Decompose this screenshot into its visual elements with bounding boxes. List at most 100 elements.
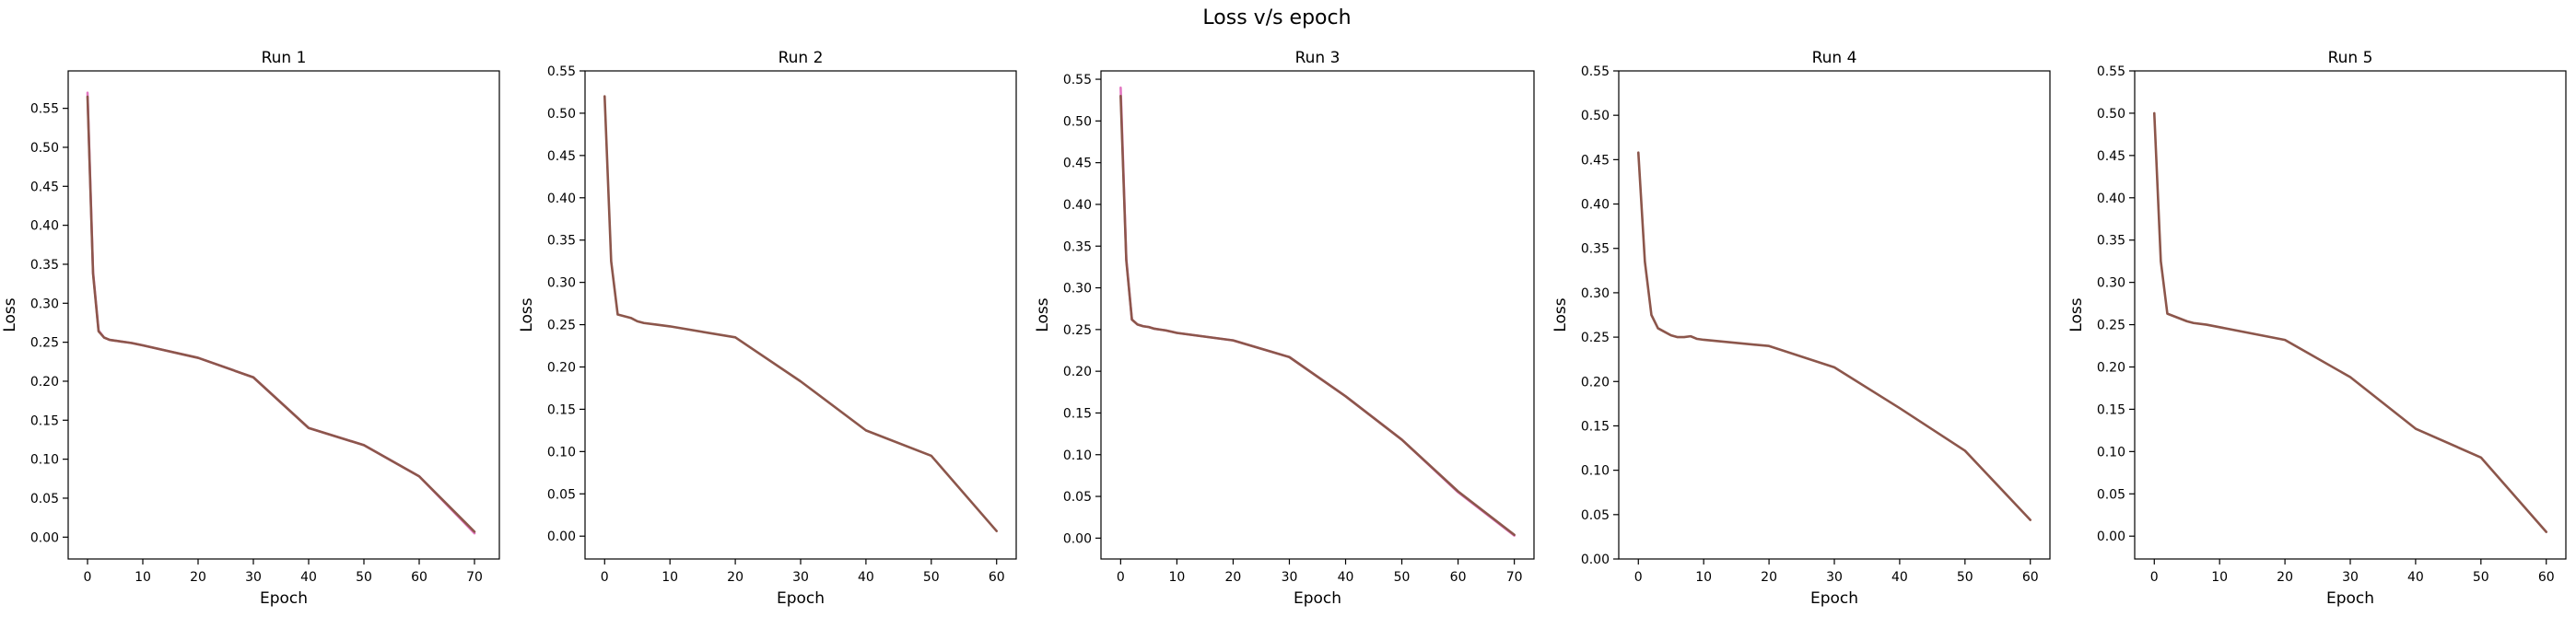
y-tick-label: 0.15 [1063, 406, 1092, 421]
y-tick-label: 0.15 [2097, 402, 2125, 417]
chart-title: Run 4 [1812, 49, 1857, 67]
y-tick-label: 0.10 [2097, 445, 2125, 460]
chart-title: Run 3 [1295, 49, 1341, 67]
x-tick-label: 60 [411, 570, 427, 585]
y-tick-label: 0.10 [547, 445, 576, 460]
y-tick-label: 0.15 [547, 402, 576, 417]
y-axis-label: Loss [518, 297, 536, 332]
x-tick-label: 10 [662, 570, 678, 585]
chart-panel-2: 0 10 20 30 40 50 60 0.00 0.05 0.10 0.15 0.20 0.25 0.3… [518, 49, 1017, 608]
y-tick-label: 0.05 [2097, 487, 2125, 502]
y-tick-label: 0.05 [30, 492, 59, 506]
chart-panel-1: 0 10 20 30 40 50 60 70 0.00 0.05 0.10 0.15 0.20 0.25 0… [1, 49, 500, 608]
x-tick-label: 0 [1117, 570, 1125, 585]
y-tick-label: 0.25 [1063, 323, 1092, 338]
axes-frame [67, 70, 500, 560]
y-tick-label: 0.45 [1581, 153, 1610, 168]
x-tick-label: 50 [923, 570, 940, 585]
y-axis-label: Loss [1551, 297, 1570, 332]
y-tick-label: 0.55 [547, 64, 576, 79]
axes-frame [2134, 70, 2567, 560]
y-tick-label: 0.50 [1063, 114, 1092, 129]
x-tick-label: 60 [989, 570, 1005, 585]
x-axis-label: Epoch [1294, 589, 1341, 608]
x-tick-label: 10 [135, 570, 151, 585]
chart-title: Run 1 [262, 49, 307, 67]
loss-line-series-1 [86, 91, 476, 535]
y-tick-label: 0.00 [30, 530, 59, 545]
x-tick-label: 0 [84, 570, 92, 585]
y-tick-label: 0.40 [1063, 198, 1092, 213]
y-tick-label: 0.15 [1581, 419, 1610, 434]
y-tick-label: 0.30 [1581, 286, 1610, 301]
y-tick-label: 0.40 [547, 192, 576, 206]
y-tick-label: 0.00 [1063, 531, 1092, 546]
axes-frame [1100, 70, 1535, 560]
y-tick-label: 0.25 [2097, 319, 2125, 333]
y-tick-label: 0.20 [1063, 365, 1092, 379]
x-tick-label: 40 [1338, 570, 1354, 585]
y-tick-label: 0.00 [547, 530, 576, 544]
y-tick-label: 0.55 [1063, 73, 1092, 87]
x-tick-label: 20 [727, 570, 744, 585]
x-tick-label: 50 [1394, 570, 1411, 585]
chart-title: Run 2 [779, 49, 824, 67]
y-tick-label: 0.10 [30, 453, 59, 468]
x-axis-label: Epoch [260, 589, 308, 608]
x-tick-label: 10 [1168, 570, 1185, 585]
chart-title: Run 5 [2328, 49, 2373, 67]
y-axis-label: Loss [1034, 297, 1052, 332]
y-tick-label: 0.30 [2097, 276, 2125, 291]
y-tick-label: 0.25 [547, 319, 576, 333]
y-tick-label: 0.40 [1581, 198, 1610, 213]
x-tick-label: 0 [2150, 570, 2159, 585]
chart-panel-5: 0 10 20 30 40 50 60 0.00 0.05 0.10 0.15 0.20 0.25 0.3… [2067, 49, 2567, 608]
chart-panel-3: 0 10 20 30 40 50 60 70 0.00 0.05 0.10 0.15 0.20 0.25 0… [1034, 49, 1535, 608]
x-tick-label: 70 [1506, 570, 1523, 585]
x-axis-label: Epoch [1810, 589, 1858, 608]
y-tick-label: 0.45 [2097, 149, 2125, 164]
y-tick-label: 0.25 [30, 336, 59, 351]
y-tick-label: 0.20 [547, 360, 576, 375]
axes-frame [1618, 70, 2051, 560]
figure-title: Loss v/s epoch [1202, 6, 1351, 29]
y-tick-label: 0.45 [547, 149, 576, 164]
x-tick-label: 50 [2473, 570, 2489, 585]
y-tick-label: 0.00 [2097, 530, 2125, 544]
x-tick-label: 0 [1634, 570, 1643, 585]
x-tick-label: 30 [1282, 570, 1298, 585]
x-axis-label: Epoch [2326, 589, 2374, 608]
x-tick-label: 60 [2022, 570, 2039, 585]
y-tick-label: 0.30 [1063, 282, 1092, 297]
y-tick-label: 0.05 [1581, 508, 1610, 523]
axes-frame [584, 70, 1017, 560]
y-tick-label: 0.20 [2097, 360, 2125, 375]
x-tick-label: 50 [1957, 570, 1973, 585]
x-tick-label: 20 [190, 570, 206, 585]
x-tick-label: 60 [1450, 570, 1467, 585]
loss-line-series-2 [86, 95, 476, 533]
y-tick-label: 0.55 [1581, 64, 1610, 79]
x-tick-label: 60 [2538, 570, 2555, 585]
y-tick-label: 0.05 [547, 487, 576, 502]
y-tick-label: 0.35 [1063, 239, 1092, 254]
y-tick-label: 0.50 [547, 107, 576, 122]
x-axis-label: Epoch [777, 589, 825, 608]
y-tick-label: 0.40 [2097, 192, 2125, 206]
y-axis-label: Loss [2067, 297, 2086, 332]
x-tick-label: 20 [2277, 570, 2293, 585]
y-tick-label: 0.50 [1581, 109, 1610, 123]
y-tick-label: 0.45 [1063, 157, 1092, 171]
x-tick-label: 70 [466, 570, 483, 585]
x-tick-label: 30 [792, 570, 809, 585]
y-axis-label: Loss [1, 297, 19, 332]
x-tick-label: 50 [356, 570, 372, 585]
x-tick-label: 10 [1695, 570, 1712, 585]
x-tick-label: 30 [245, 570, 262, 585]
loss-line-series-1 [2152, 111, 2548, 533]
loss-line-series-1 [603, 95, 999, 532]
y-tick-label: 0.20 [30, 375, 59, 390]
y-tick-label: 0.10 [1063, 448, 1092, 463]
